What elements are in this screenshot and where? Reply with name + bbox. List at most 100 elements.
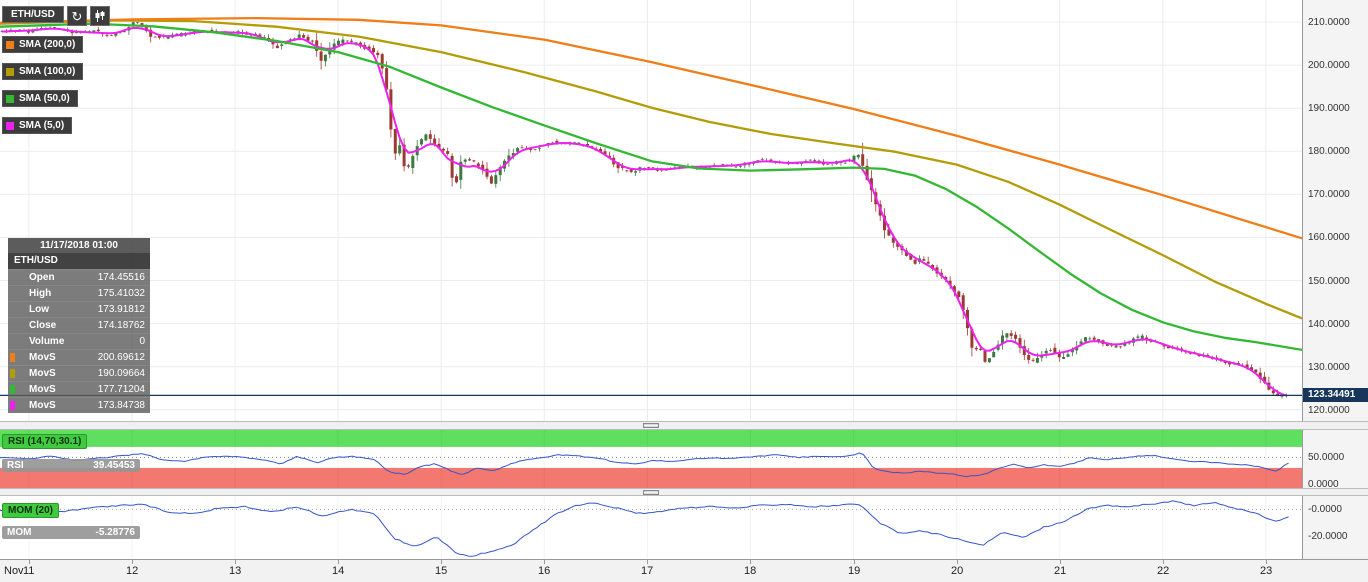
tooltip-row-marker bbox=[10, 321, 15, 330]
panel-splitter[interactable] bbox=[0, 488, 1368, 496]
legend-color-swatch bbox=[6, 121, 14, 130]
current-price-badge: 123.34491 bbox=[1303, 388, 1368, 402]
tooltip-row-marker bbox=[10, 369, 15, 378]
rsi-line bbox=[0, 452, 1289, 478]
time-tick-label: 23 bbox=[1260, 565, 1273, 577]
tooltip-row: MovS 173.84738 bbox=[8, 397, 150, 413]
time-tick bbox=[957, 560, 958, 564]
tooltip-row-marker bbox=[10, 401, 15, 410]
mom-line bbox=[0, 500, 1289, 557]
mom-label: MOM bbox=[7, 527, 32, 538]
time-tick-label: 22 bbox=[1157, 565, 1170, 577]
refresh-icon: ↻ bbox=[71, 8, 83, 24]
mom-panel[interactable] bbox=[0, 496, 1302, 559]
legend-item[interactable]: SMA (50,0) bbox=[2, 90, 78, 107]
tooltip-row-value: 190.09664 bbox=[97, 368, 145, 379]
price-tick-label: 120.0000 bbox=[1308, 404, 1350, 416]
price-axis[interactable]: 210.0000 200.0000 190.0000 180.0000 170.0000… bbox=[1302, 0, 1368, 559]
legend-label: SMA (100,0) bbox=[19, 66, 76, 77]
time-tick bbox=[750, 560, 751, 564]
tooltip-row-marker bbox=[10, 353, 15, 362]
time-tick bbox=[338, 560, 339, 564]
legend-label: SMA (200,0) bbox=[19, 39, 76, 50]
price-tick-label: 210.0000 bbox=[1308, 16, 1350, 28]
splitter-grip-icon[interactable] bbox=[643, 490, 659, 495]
time-tick-label: 13 bbox=[229, 565, 242, 577]
splitter-grip-icon[interactable] bbox=[643, 423, 659, 428]
rsi-canvas[interactable] bbox=[0, 430, 1302, 488]
time-tick-label: 17 bbox=[641, 565, 654, 577]
tooltip-row: MovS 200.69612 bbox=[8, 349, 150, 365]
price-chart-canvas[interactable] bbox=[0, 0, 1302, 421]
tooltip-row-label: MovS bbox=[29, 368, 56, 379]
sma-line bbox=[0, 19, 1302, 320]
tooltip-row: Close 174.18762 bbox=[8, 317, 150, 333]
mom-indicator-label[interactable]: MOM (20) bbox=[2, 503, 59, 518]
tooltip-row: Low 173.91812 bbox=[8, 301, 150, 317]
rsi-panel[interactable] bbox=[0, 430, 1302, 488]
sma-line bbox=[0, 16, 1302, 240]
panel-splitter[interactable] bbox=[0, 421, 1368, 430]
candlestick-icon bbox=[95, 10, 105, 22]
mom-value: -5.28776 bbox=[95, 527, 135, 538]
price-chart-panel[interactable] bbox=[0, 0, 1302, 421]
tooltip-rows: Open 174.45516 High 175.41032 Low 173.91812 Cl… bbox=[8, 269, 150, 413]
rsi-oversold-band bbox=[0, 467, 1302, 488]
price-tick-label: 130.0000 bbox=[1308, 361, 1350, 373]
symbol-button[interactable]: ETH/USD bbox=[2, 6, 64, 23]
price-tick-label: 160.0000 bbox=[1308, 232, 1350, 244]
legend-color-swatch bbox=[6, 94, 14, 103]
mom-canvas[interactable] bbox=[0, 496, 1302, 559]
refresh-button[interactable]: ↻ bbox=[66, 6, 87, 26]
tooltip-row-value: 175.41032 bbox=[97, 288, 145, 299]
tooltip-row-marker bbox=[10, 385, 15, 394]
sma-line bbox=[0, 22, 1302, 352]
legend-item[interactable]: SMA (200,0) bbox=[2, 36, 84, 53]
chart-toolbar: ETH/USD ↻ bbox=[2, 6, 110, 26]
time-tick bbox=[29, 560, 30, 564]
legend-item[interactable]: SMA (5,0) bbox=[2, 117, 73, 134]
tooltip-row-marker bbox=[10, 289, 15, 298]
mom-tick-label: -0.0000 bbox=[1308, 504, 1342, 516]
chart-settings-button[interactable] bbox=[89, 6, 110, 26]
time-tick-label: 12 bbox=[126, 565, 139, 577]
tooltip-row-value: 173.84738 bbox=[97, 400, 145, 411]
legend-color-swatch bbox=[6, 40, 14, 49]
tooltip-row-label: Volume bbox=[29, 336, 65, 347]
tooltip-row-value: 173.91812 bbox=[97, 304, 145, 315]
tooltip-row-label: Open bbox=[29, 272, 55, 283]
down-candle-bodies bbox=[5, 22, 1280, 396]
down-candle-wicks bbox=[6, 21, 1279, 397]
tooltip-row-label: Low bbox=[29, 304, 49, 315]
tooltip-timestamp: 11/17/2018 01:00 bbox=[8, 238, 150, 253]
mom-value-row: MOM -5.28776 bbox=[2, 526, 140, 539]
time-tick bbox=[235, 560, 236, 564]
legend-label: SMA (50,0) bbox=[19, 93, 70, 104]
price-tick-label: 190.0000 bbox=[1308, 103, 1350, 115]
legend-label: SMA (5,0) bbox=[19, 120, 65, 131]
tooltip-row: MovS 177.71204 bbox=[8, 381, 150, 397]
rsi-indicator-label[interactable]: RSI (14,70,30.1) bbox=[2, 434, 88, 449]
tooltip-row-label: Close bbox=[29, 320, 57, 331]
rsi-value-row: RSI 39.45453 bbox=[2, 459, 140, 472]
tooltip-row-marker bbox=[10, 305, 15, 314]
tooltip-row-label: High bbox=[29, 288, 52, 299]
time-axis[interactable]: Nov 11 12 13 14 15 16 17 18 19 20 21 22 23 bbox=[0, 559, 1368, 582]
time-tick-label: 14 bbox=[332, 565, 345, 577]
tooltip-row-value: 200.69612 bbox=[97, 352, 145, 363]
time-tick bbox=[132, 560, 133, 564]
mom-tick-label: -20.0000 bbox=[1308, 531, 1348, 543]
time-axis-month: Nov bbox=[4, 565, 24, 577]
legend-item[interactable]: SMA (100,0) bbox=[2, 63, 84, 80]
sma5-line bbox=[2, 27, 1287, 397]
time-tick bbox=[1163, 560, 1164, 564]
tooltip-row: High 175.41032 bbox=[8, 285, 150, 301]
time-tick-label: 11 bbox=[23, 565, 35, 577]
time-tick bbox=[1060, 560, 1061, 564]
time-tick bbox=[1266, 560, 1267, 564]
time-tick-label: 18 bbox=[744, 565, 757, 577]
time-tick bbox=[647, 560, 648, 564]
tooltip-row-marker bbox=[10, 337, 15, 346]
tooltip-row-marker bbox=[10, 273, 15, 282]
